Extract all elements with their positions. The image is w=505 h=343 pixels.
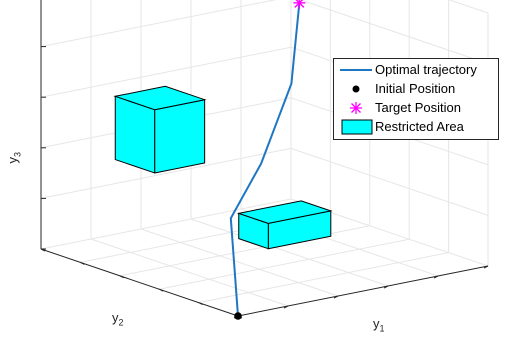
x-tick-5 [483, 265, 489, 269]
y-tick-5 [40, 248, 46, 252]
z-axis-label: y3 [4, 152, 23, 164]
box-edge-back-bottom [40, 198, 292, 250]
x-tick-2 [333, 295, 339, 299]
box-edge-side-top [448, 0, 489, 14]
legend-label-initial: Initial Position [375, 81, 456, 96]
trajectory-layer [229, 2, 301, 317]
target-position-marker [293, 0, 306, 9]
legend-entry-target: Target Position [334, 99, 498, 117]
restricted-area-face-top-1 [236, 200, 333, 224]
grid-line-side-z-0 [290, 147, 489, 216]
grid-line-floor-x-0 [90, 238, 289, 307]
legend: Optimal trajectory Initial Position Targ… [333, 58, 499, 140]
x-tick-1 [283, 305, 289, 309]
target-star-icon [350, 102, 362, 114]
legend-label-restricted: Restricted Area [375, 119, 464, 134]
restricted-area-face-top-0 [113, 85, 207, 111]
grid-line-back-z-2 [40, 46, 292, 98]
grid-line-floor-y-1 [159, 238, 410, 290]
grid-line-back-z-0 [40, 147, 292, 199]
trajectory-line [229, 2, 301, 317]
initial-position-marker [234, 312, 242, 320]
grid-line-floor-x-1 [140, 228, 339, 297]
legend-label-trajectory: Optimal trajectory [375, 62, 477, 77]
x-axis-label: y1 [373, 316, 385, 334]
marker-layer [234, 0, 306, 320]
restricted-area-box-0 [113, 85, 207, 174]
legend-entry-restricted: Restricted Area [334, 118, 498, 136]
y-tick-2 [158, 288, 164, 292]
restricted-area-box-1 [236, 200, 333, 250]
legend-entry-initial: Initial Position [334, 80, 498, 98]
axes-box [40, 0, 489, 319]
restricted-area-swatch-icon [341, 119, 373, 135]
grid-line-floor-x-2 [190, 218, 389, 287]
trajectory-line-icon [340, 69, 372, 71]
y-axis-line [40, 248, 239, 317]
target-marker-stroke-d2 [294, 0, 304, 8]
legend-label-target: Target Position [375, 100, 461, 115]
grid-line-back-z-3 [40, 0, 277, 48]
restricted-area-face-front-0 [154, 99, 206, 174]
x-tick-3 [383, 285, 389, 289]
restricted-area-layer [113, 85, 333, 250]
y-tick-3 [119, 275, 125, 279]
grid-line-side-z-3 [299, 0, 489, 65]
x-axis-line [237, 265, 489, 317]
x-tick-4 [433, 275, 439, 279]
y-tick-1 [198, 302, 203, 306]
y-tick-4 [80, 261, 85, 265]
legend-entry-trajectory: Optimal trajectory [334, 61, 498, 79]
initial-dot-icon [352, 85, 360, 93]
grid-line-floor-y-0 [198, 252, 449, 304]
y-axis-label: y2 [112, 310, 124, 328]
